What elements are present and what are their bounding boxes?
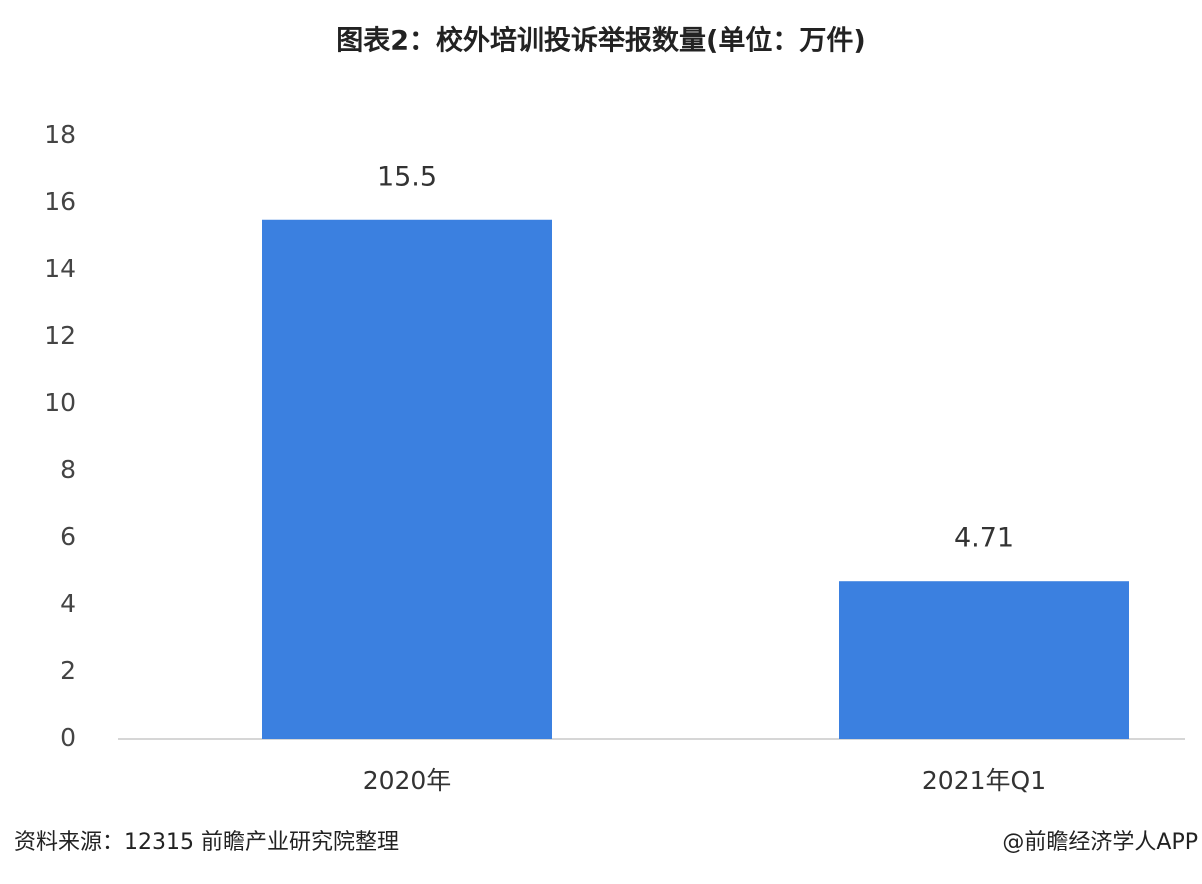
y-tick-label: 8 (60, 455, 76, 484)
value-label: 15.5 (377, 161, 437, 192)
value-label: 4.71 (954, 523, 1014, 554)
y-tick-label: 10 (44, 388, 76, 417)
x-tick-label: 2020年 (363, 766, 452, 795)
y-tick-label: 0 (60, 723, 76, 752)
x-tick-label: 2021年Q1 (922, 766, 1046, 795)
y-tick-label: 6 (60, 522, 76, 551)
credit-note: @前瞻经济学人APP (1002, 830, 1198, 855)
y-tick-label: 14 (44, 254, 76, 283)
bar (839, 581, 1129, 739)
y-tick-label: 4 (60, 589, 76, 618)
y-tick-label: 2 (60, 656, 76, 685)
y-tick-label: 12 (44, 321, 76, 350)
chart-title: 图表2：校外培训投诉举报数量(单位：万件) (336, 25, 865, 57)
bar (262, 219, 552, 739)
source-note: 资料来源：12315 前瞻产业研究院整理 (14, 830, 399, 855)
y-tick-label: 18 (44, 120, 76, 149)
y-tick-label: 16 (44, 187, 76, 216)
